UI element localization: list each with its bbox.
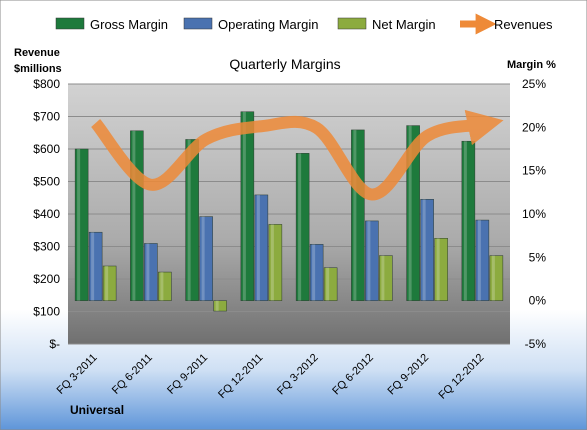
revenue-line-layer — [90, 109, 504, 201]
operating-margin-bar-shine — [422, 199, 426, 301]
revenues-line — [90, 109, 504, 201]
net-margin-bar — [489, 255, 504, 301]
net-margin-bar — [323, 267, 338, 301]
gross-margin-bar — [351, 129, 365, 301]
operating-margin-bar — [254, 194, 269, 301]
operating-margin-bar — [144, 243, 158, 301]
operating-margin-bar-shine — [91, 232, 95, 301]
operating-margin-bar-shine — [312, 244, 316, 301]
net-margin-bar-shine — [215, 300, 219, 312]
operating-margin-bar — [475, 219, 490, 301]
net-margin-bar — [102, 265, 117, 301]
operating-margin-bar-shine — [256, 194, 260, 301]
operating-margin-bar — [365, 220, 379, 301]
left-tick-label: $500 — [33, 175, 60, 189]
right-tick-label: 5% — [529, 250, 547, 264]
net-margin-bar-shine — [436, 238, 440, 301]
gross-margin-bar — [406, 125, 420, 301]
operating-margin-bar-shine — [477, 220, 481, 301]
right-tick-label: 0% — [529, 294, 547, 308]
gross-margin-bar-shine — [77, 149, 81, 301]
left-tick-label: $100 — [33, 305, 60, 319]
legend-label-revenues: Revenues — [494, 17, 553, 32]
gross-margin-bar — [74, 148, 89, 301]
legend-label-operating-margin: Operating Margin — [218, 17, 318, 32]
net-margin-bar — [213, 300, 227, 312]
chart-title: Quarterly Margins — [229, 56, 340, 72]
right-tick-label: 15% — [522, 164, 546, 178]
operating-margin-bar — [420, 199, 434, 301]
net-margin-bar — [268, 224, 283, 301]
left-axis-title-line1: Revenue — [14, 47, 60, 59]
operating-margin-bar — [88, 231, 103, 301]
left-tick-label: $300 — [33, 240, 60, 254]
legend-label-net-margin: Net Margin — [372, 17, 436, 32]
left-tick-label: $800 — [33, 77, 60, 91]
net-margin-bar — [158, 271, 172, 301]
net-margin-legend-marker — [337, 17, 367, 30]
gross-margin-bar-shine — [242, 111, 246, 301]
gross-margin-bar — [185, 139, 199, 301]
left-axis-title-line2: $millions — [14, 63, 62, 75]
gross-margin-bar-shine — [463, 141, 467, 301]
gross-margin-bar — [461, 140, 476, 301]
left-tick-label: $200 — [33, 272, 60, 286]
net-margin-bar-shine — [326, 267, 330, 301]
footer-label: Universal — [70, 403, 124, 417]
right-tick-label: 10% — [522, 207, 546, 221]
net-margin-bar-shine — [381, 255, 385, 301]
gross-margin-bar-shine — [408, 125, 412, 301]
net-margin-bar-shine — [105, 266, 109, 301]
gross-margin-bar — [130, 130, 144, 301]
bars — [74, 111, 504, 312]
operating-margin-bar-shine — [201, 216, 205, 301]
operating-margin-legend-marker — [183, 17, 213, 30]
operating-margin-bar-shine — [367, 220, 371, 301]
right-tick-label: -5% — [525, 337, 547, 351]
right-tick-label: 20% — [522, 120, 546, 134]
net-margin-bar — [434, 238, 448, 301]
operating-margin-bar — [309, 244, 324, 301]
legend-label-gross-margin: Gross Margin — [90, 17, 168, 32]
gross-margin-bar-shine — [187, 139, 191, 301]
gross-margin-bar-shine — [353, 129, 357, 301]
gross-margin-bar-shine — [298, 153, 302, 301]
operating-margin-bar — [199, 216, 213, 301]
left-tick-label: $400 — [33, 207, 60, 221]
gross-margin-legend-marker — [55, 17, 85, 30]
net-margin-bar-shine — [160, 272, 164, 301]
left-tick-label: $- — [49, 337, 60, 351]
gross-margin-bar-shine — [132, 130, 136, 301]
right-tick-label: 25% — [522, 77, 546, 91]
net-margin-bar-shine — [491, 255, 495, 301]
gross-margin-bar — [295, 153, 310, 301]
right-axis-title: Margin % — [507, 59, 556, 71]
legend: Gross Margin Operating Margin Net Margin Re… — [55, 13, 553, 35]
left-tick-label: $600 — [33, 142, 60, 156]
operating-margin-bar-shine — [146, 243, 150, 301]
net-margin-bar-shine — [270, 224, 274, 301]
left-tick-label: $700 — [33, 110, 60, 124]
gross-margin-bar — [240, 111, 255, 301]
net-margin-bar — [379, 255, 393, 301]
